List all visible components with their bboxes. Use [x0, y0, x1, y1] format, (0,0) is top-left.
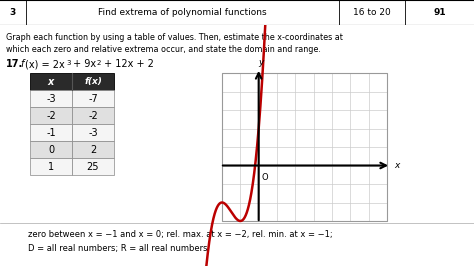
Text: y: y — [258, 58, 264, 67]
Bar — [30, 124, 72, 141]
Text: D = all real numbers; R = all real numbers: D = all real numbers; R = all real numbe… — [28, 244, 208, 253]
Bar — [30, 141, 72, 158]
Text: -2: -2 — [88, 111, 98, 121]
Text: f(x): f(x) — [84, 77, 102, 86]
Text: which each zero and relative extrema occur, and state the domain and range.: which each zero and relative extrema occ… — [6, 45, 321, 54]
Text: 2: 2 — [97, 60, 101, 66]
Text: O: O — [262, 172, 268, 181]
Bar — [72, 90, 114, 107]
Bar — [72, 124, 114, 141]
Text: 3: 3 — [66, 60, 71, 66]
Text: -7: -7 — [88, 94, 98, 104]
Bar — [72, 73, 114, 90]
Bar — [72, 107, 114, 124]
Text: x: x — [394, 161, 400, 170]
Text: -3: -3 — [88, 128, 98, 138]
Text: 91: 91 — [434, 8, 446, 17]
Text: zero between x = −1 and x = 0; rel. max. at x = −2, rel. min. at x = −1;: zero between x = −1 and x = 0; rel. max.… — [28, 230, 333, 239]
Text: + 9x: + 9x — [70, 59, 96, 69]
Text: + 12x + 2: + 12x + 2 — [101, 59, 154, 69]
Text: 1: 1 — [48, 162, 54, 172]
Bar — [222, 73, 387, 221]
Bar — [72, 141, 114, 158]
Text: -3: -3 — [46, 94, 56, 104]
Text: Find extrema of polynomial functions: Find extrema of polynomial functions — [98, 8, 267, 17]
Bar — [30, 90, 72, 107]
Text: 0: 0 — [48, 145, 54, 155]
Bar — [30, 158, 72, 175]
Text: 3: 3 — [9, 8, 16, 17]
Text: Graph each function by using a table of values. Then, estimate the x-coordinates: Graph each function by using a table of … — [6, 33, 343, 42]
Text: (x) = 2x: (x) = 2x — [25, 59, 65, 69]
Bar — [30, 107, 72, 124]
Bar — [30, 73, 72, 90]
Bar — [222, 73, 387, 221]
Bar — [72, 158, 114, 175]
Text: 17.: 17. — [6, 59, 23, 69]
Text: x: x — [48, 77, 54, 87]
Text: f: f — [20, 59, 23, 69]
Text: -2: -2 — [46, 111, 56, 121]
Text: 16 to 20: 16 to 20 — [353, 8, 391, 17]
Text: 2: 2 — [90, 145, 96, 155]
Text: 25: 25 — [87, 162, 99, 172]
Text: -1: -1 — [46, 128, 56, 138]
